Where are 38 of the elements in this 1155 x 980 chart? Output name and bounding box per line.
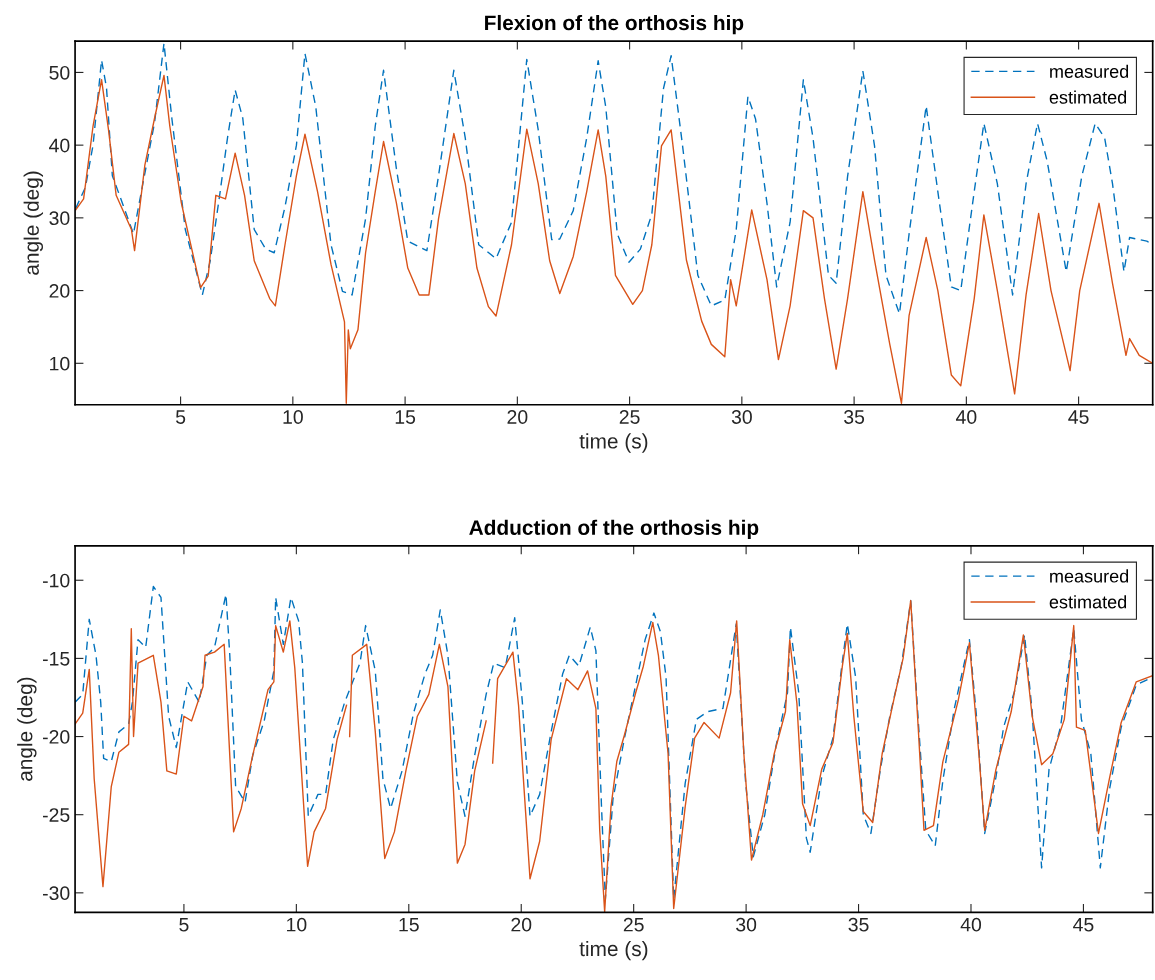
y-tick-label: -25: [42, 808, 70, 822]
y-axis-title: angle (deg): [17, 677, 37, 781]
chart-title: Adduction of the orthosis hip: [469, 519, 759, 540]
x-tick-label: 25: [619, 410, 640, 424]
x-tick-label: 10: [287, 917, 307, 932]
legend-label: measured: [1050, 64, 1129, 78]
x-tick-label: 35: [848, 917, 869, 932]
x-axis-title: time (s): [579, 940, 648, 961]
x-tick-label: 20: [507, 410, 528, 424]
x-tick-label: 15: [395, 410, 416, 424]
x-tick-label: 20: [511, 917, 532, 932]
x-axis-title: time (s): [579, 433, 648, 453]
y-tick-label: 40: [49, 138, 70, 153]
x-tick-label: 45: [1073, 917, 1094, 932]
x-tick-label: 35: [844, 410, 865, 424]
chart-title: Flexion of the orthosis hip: [485, 14, 744, 35]
y-tick-label: 50: [49, 65, 70, 80]
y-tick-label: 30: [49, 211, 70, 226]
x-tick-label: 40: [955, 410, 977, 424]
x-tick-label: 15: [399, 917, 419, 932]
legend-label: estimated: [1049, 595, 1127, 609]
x-tick-label: 10: [283, 410, 303, 424]
x-tick-label: 45: [1068, 410, 1089, 424]
y-tick-label: -15: [42, 652, 70, 666]
x-tick-label: 30: [736, 917, 757, 932]
legend-label: measured: [1050, 569, 1129, 583]
legend-label: estimated: [1049, 90, 1127, 104]
x-tick-label: 25: [623, 917, 644, 932]
y-tick-label: -10: [42, 573, 70, 588]
y-tick-label: -20: [42, 730, 70, 744]
x-tick-label: 40: [960, 917, 982, 932]
x-tick-label: 30: [731, 410, 752, 424]
y-tick-label: 10: [50, 356, 70, 371]
y-tick-label: 20: [49, 284, 70, 298]
x-tick-label: 5: [179, 917, 189, 932]
y-tick-label: -30: [42, 886, 70, 901]
x-tick-label: 5: [175, 410, 186, 424]
y-axis-title: angle (deg): [23, 171, 44, 275]
